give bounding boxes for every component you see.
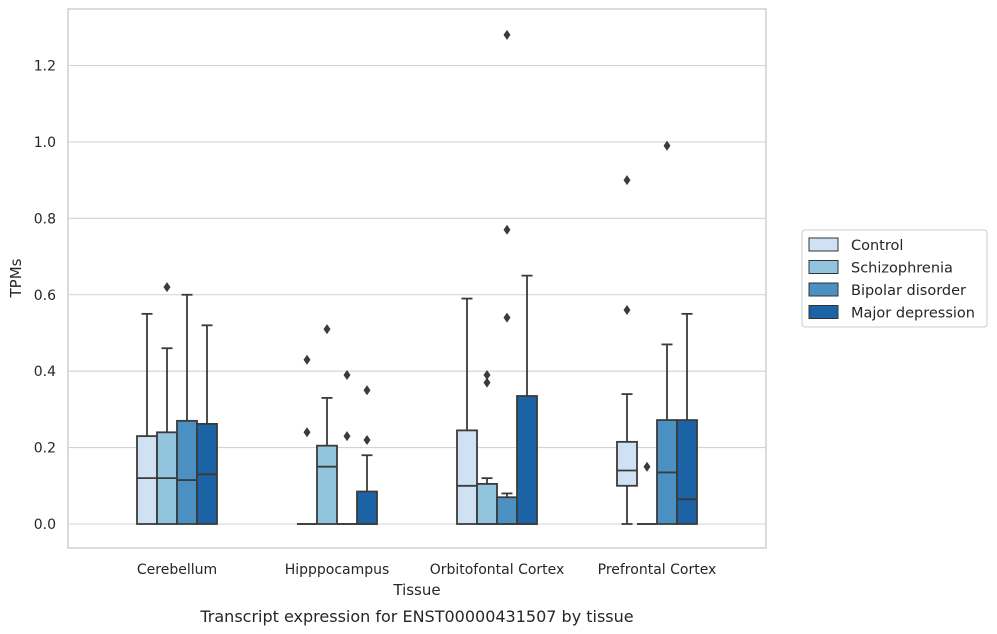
y-tick-label: 0.6 [34,288,56,304]
legend-items: Control Schizophrenia Bipolar disorder Majo… [808,237,975,322]
box-2-3 [516,274,538,525]
y-tick-label: 0.0 [34,517,56,533]
box-1-1 [316,324,338,525]
legend-label: Schizophrenia [851,261,953,277]
legend-label: Control [851,238,903,254]
x-tick-label: Hipppocampus [285,562,390,578]
outlier-point [343,431,351,442]
outlier-point [363,434,371,445]
y-tick-label: 0.4 [34,364,56,380]
y-tick-label: 1.2 [34,59,56,75]
legend: Control Schizophrenia Bipolar disorder Majo… [801,229,988,328]
outlier-point [503,29,511,40]
outlier-point [503,224,511,235]
box-2-2 [496,29,518,525]
y-axis-ticks: 0.0 0.2 0.4 0.6 0.8 1.0 1.2 [34,59,56,534]
box-1-2 [337,369,357,525]
outlier-point [643,461,651,472]
x-tick-label: Orbitofontal Cortex [430,562,565,578]
box-3-3 [676,312,698,525]
outlier-point [663,140,671,151]
outlier-point [163,282,171,293]
x-axis-ticks: Cerebellum Hipppocampus Orbitofontal Corte… [137,562,716,578]
legend-frame [801,229,988,328]
box-2-1 [476,369,498,525]
x-axis-label: Tissue [392,581,440,599]
legend-label: Bipolar disorder [851,283,966,299]
box-body [616,440,638,487]
plot-area [136,29,698,525]
box-3-1 [637,461,657,525]
outlier-point [503,312,511,323]
legend-swatch [808,260,839,274]
box-body [476,482,498,525]
legend-swatch [808,282,839,297]
legend-swatch [808,237,839,252]
outlier-point [323,324,331,335]
box-body [176,419,198,525]
box-body [356,490,378,525]
outlier-point [303,354,311,365]
outlier-point [623,175,631,186]
box-3-0 [616,175,638,525]
y-axis-label: TPMs [7,258,25,298]
box-body [496,496,518,525]
box-body [136,435,158,525]
x-tick-label: Prefrontal Cortex [598,562,717,578]
x-tick-label: Cerebellum [137,562,217,578]
y-tick-label: 0.2 [34,441,56,457]
box-1-3 [356,385,378,525]
outlier-point [363,385,371,396]
y-tick-label: 0.8 [34,211,56,227]
box-0-0 [136,312,158,525]
outlier-point [623,305,631,316]
y-tick-label: 1.0 [34,135,56,151]
outlier-point [303,427,311,438]
plot-frame [67,8,767,549]
box-body [516,395,538,525]
outlier-point [483,369,491,380]
legend-label: Major depression [851,306,975,322]
box-0-3 [196,324,218,525]
box-body [316,444,338,525]
box-3-2 [656,140,678,525]
box-body [676,419,698,525]
outlier-point [483,377,491,388]
box-1-0 [297,354,317,525]
outlier-point [343,369,351,380]
box-0-1 [156,282,178,525]
box-0-2 [176,293,198,525]
box-2-0 [456,297,478,525]
chart-caption: Transcript expression for ENST0000043150… [199,607,633,626]
box-body [456,429,478,525]
legend-swatch [808,305,839,319]
